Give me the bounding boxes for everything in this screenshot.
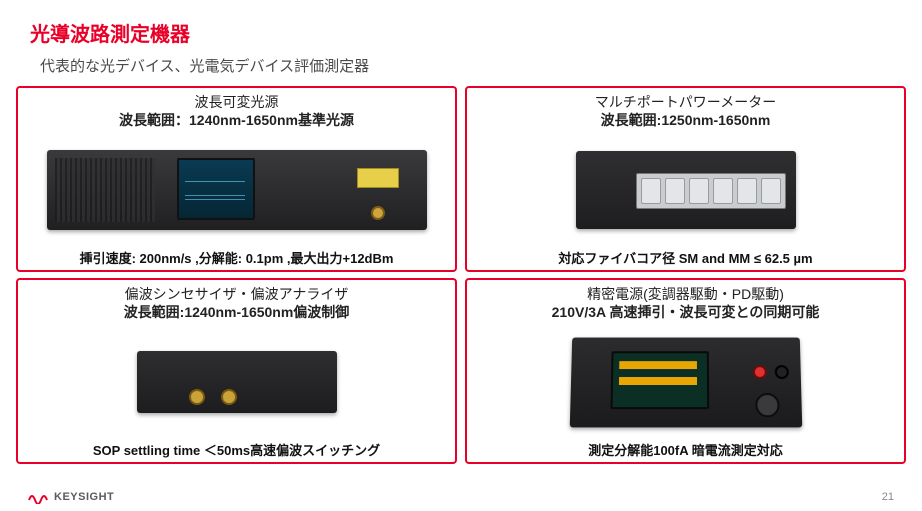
card-heading-line1: マルチポートパワーメーター xyxy=(595,94,776,110)
card-spec: 挿引速度: 200nm/s ,分解能: 0.1pm ,最大出力+12dBm xyxy=(22,251,451,267)
card-spec: 測定分解能100fA 暗電流測定対応 xyxy=(471,443,900,459)
slide-title: 光導波路測定機器 xyxy=(0,0,922,51)
card-heading-line2: 波長範囲：1240nm-1650nm基準光源 xyxy=(119,112,354,128)
card-title: マルチポートパワーメーター 波長範囲:1250nm-1650nm xyxy=(595,93,776,129)
instrument-illustration xyxy=(576,151,796,229)
card-polarization-synth: 偏波シンセサイザ・偏波アナライザ 波長範囲:1240nm-1650nm偏波制御 … xyxy=(16,278,457,464)
keysight-wave-icon xyxy=(28,490,50,504)
card-title: 偏波シンセサイザ・偏波アナライザ 波長範囲:1240nm-1650nm偏波制御 xyxy=(124,285,350,321)
page-number: 21 xyxy=(882,491,894,503)
instrument-illustration xyxy=(137,351,337,413)
card-multiport-power-meter: マルチポートパワーメーター 波長範囲:1250nm-1650nm 対応ファイバコ… xyxy=(465,86,906,272)
card-heading-line1: 精密電源(変調器駆動・PD駆動) xyxy=(587,286,784,302)
card-heading-line1: 波長可変光源 xyxy=(194,94,278,110)
card-heading-line2: 波長範囲:1240nm-1650nm偏波制御 xyxy=(124,304,350,320)
brand-logo: KEYSIGHT xyxy=(28,490,114,504)
product-image xyxy=(471,321,900,442)
instrument-illustration xyxy=(569,338,801,428)
card-spec: 対応ファイバコア径 SM and MM ≤ 62.5 µm xyxy=(471,251,900,267)
instrument-illustration xyxy=(47,150,427,230)
product-grid: 波長可変光源 波長範囲：1240nm-1650nm基準光源 挿引速度: 200n… xyxy=(0,86,922,464)
card-title: 波長可変光源 波長範囲：1240nm-1650nm基準光源 xyxy=(119,93,354,129)
product-image xyxy=(22,321,451,442)
card-title: 精密電源(変調器駆動・PD駆動) 210V/3A 高速挿引・波長可変との同期可能 xyxy=(552,285,820,321)
product-image xyxy=(471,129,900,250)
card-tunable-laser: 波長可変光源 波長範囲：1240nm-1650nm基準光源 挿引速度: 200n… xyxy=(16,86,457,272)
slide-footer: KEYSIGHT 21 xyxy=(0,483,922,511)
product-image xyxy=(22,129,451,250)
brand-text: KEYSIGHT xyxy=(54,491,114,503)
card-heading-line2: 210V/3A 高速挿引・波長可変との同期可能 xyxy=(552,304,820,320)
card-precision-source: 精密電源(変調器駆動・PD駆動) 210V/3A 高速挿引・波長可変との同期可能… xyxy=(465,278,906,464)
card-heading-line2: 波長範囲:1250nm-1650nm xyxy=(601,112,771,128)
card-spec: SOP settling time ＜50ms高速偏波スイッチング xyxy=(22,443,451,459)
card-heading-line1: 偏波シンセサイザ・偏波アナライザ xyxy=(125,286,349,302)
slide-subtitle: 代表的な光デバイス、光電気デバイス評価測定器 xyxy=(0,51,922,86)
